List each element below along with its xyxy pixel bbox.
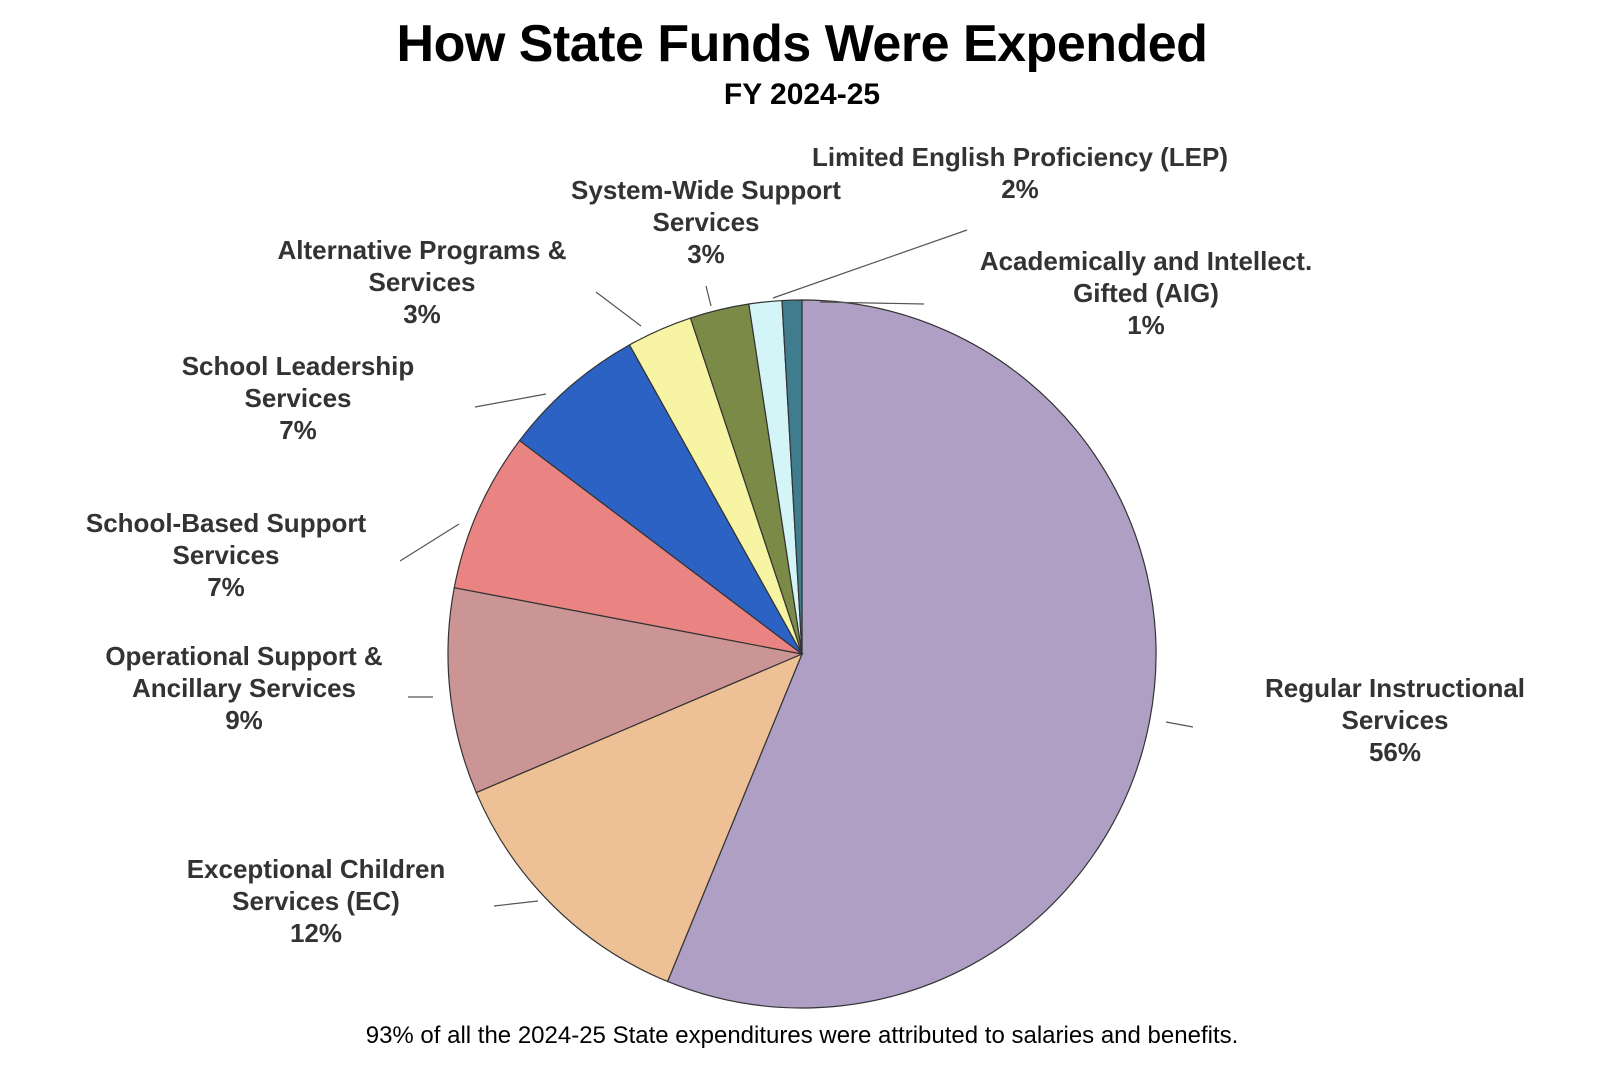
- pie-slice-1: [475, 652, 804, 983]
- pie-slice-8: [781, 299, 803, 655]
- slice-percent-0: 56%: [1369, 737, 1421, 767]
- slice-percent-3: 7%: [207, 572, 245, 602]
- slice-label-7-line-0: Limited English Proficiency (LEP): [812, 142, 1228, 172]
- pie-slices: [447, 299, 1157, 1009]
- slice-percent-7: 2%: [1001, 174, 1039, 204]
- slice-label-2-line-1: Ancillary Services: [132, 673, 356, 703]
- slice-label-3-line-0: School-Based Support: [86, 508, 367, 538]
- pie-slice-2: [447, 586, 805, 794]
- chart-footnote: 93% of all the 2024-25 State expenditure…: [365, 1022, 1239, 1049]
- leader-line-4: [474, 393, 547, 408]
- slice-label-8: Academically and Intellect.Gifted (AIG)1…: [980, 246, 1312, 340]
- slice-label-2: Operational Support &Ancillary Services9…: [105, 641, 382, 735]
- pie-slice-0: [666, 299, 1157, 1009]
- leader-line-7: [772, 229, 968, 299]
- slice-percent-6: 3%: [687, 239, 725, 269]
- slice-percent-5: 3%: [403, 299, 441, 329]
- slice-label-4-line-0: School Leadership: [182, 351, 415, 381]
- slice-labels: Regular InstructionalServices56%Exceptio…: [86, 142, 1525, 948]
- slice-label-1-line-1: Services (EC): [232, 886, 400, 916]
- slice-percent-8: 1%: [1127, 310, 1165, 340]
- leader-line-0: [1165, 721, 1194, 728]
- slice-label-6-line-0: System-Wide Support: [571, 175, 841, 205]
- pie-slice-4: [518, 344, 803, 655]
- leader-line-3: [399, 523, 460, 562]
- slice-label-5-line-0: Alternative Programs &: [278, 235, 567, 265]
- slice-percent-4: 7%: [279, 415, 317, 445]
- slice-label-3-line-1: Services: [173, 540, 280, 570]
- slice-percent-2: 9%: [225, 705, 263, 735]
- slice-label-5-line-1: Services: [369, 267, 476, 297]
- slice-label-0-line-1: Services: [1342, 705, 1449, 735]
- slice-label-0-line-0: Regular Instructional: [1265, 673, 1525, 703]
- pie-slice-3: [453, 439, 803, 655]
- leader-lines: [399, 229, 1194, 907]
- slice-percent-1: 12%: [290, 918, 342, 948]
- leader-line-1: [493, 900, 539, 907]
- slice-label-8-line-0: Academically and Intellect.: [980, 246, 1312, 276]
- slice-label-1-line-0: Exceptional Children: [187, 854, 446, 884]
- chart-title: How State Funds Were Expended: [396, 15, 1208, 73]
- slice-label-7: Limited English Proficiency (LEP)2%: [812, 142, 1228, 204]
- chart-subtitle: FY 2024-25: [723, 78, 881, 111]
- slice-label-2-line-0: Operational Support &: [105, 641, 382, 671]
- slice-label-8-line-1: Gifted (AIG): [1073, 278, 1219, 308]
- slice-label-4-line-1: Services: [245, 383, 352, 413]
- leader-line-8: [819, 301, 925, 305]
- leader-line-5: [595, 291, 642, 327]
- leader-line-6: [705, 285, 712, 307]
- slice-label-6-line-1: Services: [653, 207, 760, 237]
